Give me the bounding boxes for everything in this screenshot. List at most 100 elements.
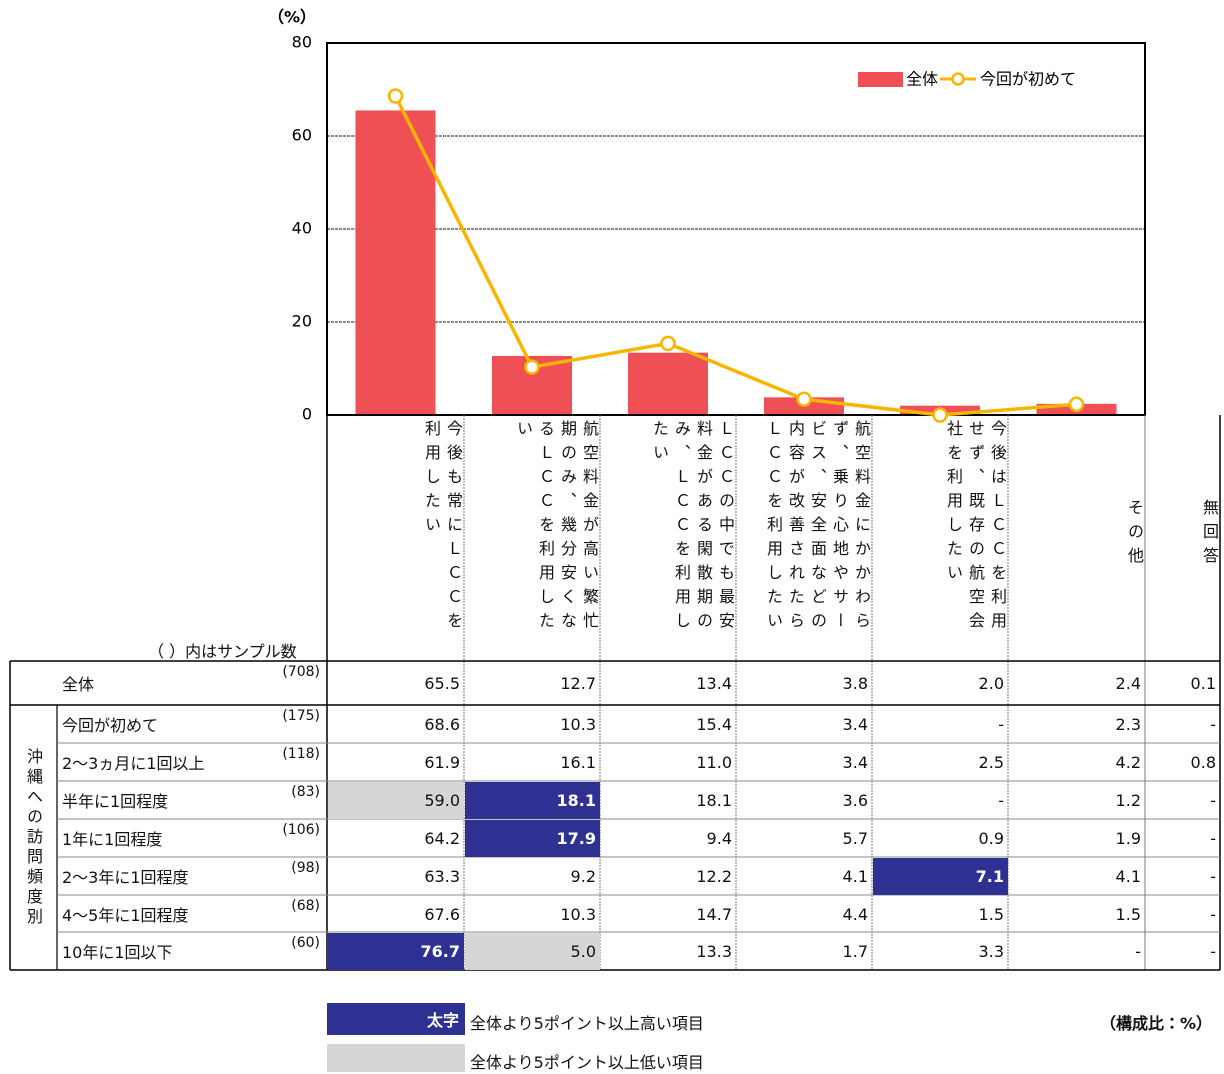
table-cell: 18.1 (465, 782, 600, 819)
legend-high-key: 太字 (327, 1003, 465, 1035)
x-tick-label-text: 今後も常にＬＣＣを利用したい (422, 420, 463, 636)
legend-label: 今回が初めて (980, 70, 1076, 89)
table-cell: 4.1 (842, 867, 868, 886)
bar (628, 352, 708, 415)
x-tick-label: 航空料金にかかわらず、乗り心地やサービス、安全面などの内容が改善されたらＬＣＣを… (736, 420, 872, 650)
legend-high-text: 全体より5ポイント以上高い項目 (470, 1014, 704, 1033)
table-cell: 11.0 (696, 753, 732, 772)
sample-count: (98) (291, 860, 320, 876)
x-tick-label: ＬＣＣの中でも最安料金がある閑散期のみ、ＬＣＣを利用したい (600, 420, 736, 650)
table-note: （ ）内はサンプル数 (148, 642, 297, 661)
table-cell: - (1210, 904, 1216, 924)
table-cell: 3.4 (842, 753, 868, 772)
table-cell: 76.7 (328, 933, 464, 970)
table-cell: - (1210, 715, 1216, 734)
row-label: 1年に1回程度 (62, 830, 163, 849)
table-cell: - (1210, 942, 1216, 961)
table-cell: 18.1 (696, 791, 732, 810)
sample-count: (60) (291, 935, 320, 951)
table-cell: 1.2 (1115, 791, 1141, 810)
y-unit: （%） (268, 8, 316, 27)
y-tick-label: 60 (292, 126, 312, 145)
y-tick-label: 0 (302, 405, 312, 424)
sample-count: (68) (291, 898, 320, 914)
table-cell: 13.3 (696, 942, 732, 961)
legend-low-key (327, 1044, 465, 1072)
line-point (660, 335, 676, 352)
table-cell: 9.2 (570, 867, 596, 886)
line (393, 95, 1077, 417)
table-cell: - (998, 715, 1004, 734)
sample-count: (83) (291, 784, 320, 800)
table-cell: 68.6 (424, 715, 460, 734)
table-cell: 61.9 (424, 753, 460, 772)
table-cell: 9.4 (706, 829, 732, 848)
table-cell: 64.2 (424, 829, 460, 848)
sample-count: (106) (282, 822, 320, 838)
table-cell: 1.7 (842, 942, 868, 961)
line-point (524, 359, 540, 375)
legend-label: 全体 (906, 70, 938, 89)
sample-count: (118) (282, 746, 320, 762)
sample-count: (175) (282, 708, 320, 724)
x-tick-label-text: ＬＣＣの中でも最安料金がある閑散期のみ、ＬＣＣを利用したい (650, 420, 735, 636)
table-cell: 2.3 (1115, 715, 1141, 734)
table-cell: 0.8 (1190, 753, 1216, 772)
table-cell: 13.4 (696, 674, 732, 693)
table-cell: 3.8 (842, 674, 868, 693)
group-label: 沖縄への訪問頻度別 (24, 747, 43, 928)
table-cell: - (1210, 867, 1216, 886)
table-cell: 2.4 (1115, 674, 1141, 693)
table-cell: - (1210, 829, 1216, 848)
row-label: 全体 (62, 675, 95, 694)
x-tick-label: 航空料金が高い繁忙期のみ、幾分安くなるＬＣＣを利用したい (464, 420, 600, 650)
table-cell: - (1210, 791, 1216, 810)
table-cell: 3.6 (842, 791, 868, 810)
table-cell: 5.7 (842, 829, 868, 848)
legend-low-text: 全体より5ポイント以上低い項目 (470, 1053, 704, 1072)
table-cell: 1.9 (1115, 829, 1141, 848)
bar (355, 110, 436, 416)
table-cell: 10.3 (560, 715, 596, 734)
unit-note: （構成比：%） (1099, 1014, 1212, 1033)
table-cell: 1.5 (978, 904, 1004, 924)
row-label: 半年に1回程度 (62, 792, 169, 811)
table-cell: 2.0 (978, 674, 1004, 693)
x-tick-label-text: 航空料金にかかわらず、乗り心地やサービス、安全面などの内容が改善されたらＬＣＣを… (764, 420, 871, 636)
y-tick-label: 20 (292, 312, 312, 331)
x-tick-label: その他 (1008, 420, 1145, 650)
table-cell: 67.6 (424, 904, 460, 924)
table-cell: 63.3 (424, 867, 460, 886)
table-cell: 4.1 (1115, 867, 1141, 886)
table-cell: 7.1 (873, 858, 1008, 895)
x-tick-label-text: 航空料金が高い繁忙期のみ、幾分安くなるＬＣＣを利用したい (514, 420, 599, 636)
table-cell: - (1135, 942, 1141, 961)
row-label: 今回が初めて (62, 716, 159, 735)
legend-point (951, 72, 965, 86)
table-cell: 0.1 (1190, 674, 1216, 693)
line-point (1068, 396, 1085, 413)
row-label: 2～3ヵ月に1回以上 (62, 754, 205, 773)
table-cell: 15.4 (696, 715, 732, 734)
table-cell: 3.4 (842, 715, 868, 734)
table-cell: 65.5 (424, 674, 460, 693)
y-tick-label: 80 (292, 33, 312, 52)
table-cell: 1.5 (1115, 904, 1141, 924)
line-point (932, 407, 948, 423)
column-header: 無回答 (1200, 499, 1219, 571)
x-tick-label-text: 今後はＬＣＣを利用せず、既存の航空会社を利用したい (944, 420, 1007, 636)
table-cell: 16.1 (560, 753, 596, 772)
table-cell: 4.2 (1115, 753, 1141, 772)
table-cell: 2.5 (978, 753, 1004, 772)
table-cell: 12.7 (560, 674, 596, 693)
table-cell: 10.3 (560, 904, 596, 924)
line-point (387, 88, 404, 104)
row-label: 2～3年に1回程度 (62, 868, 189, 887)
table-cell: - (998, 791, 1004, 810)
x-tick-label: 今後も常にＬＣＣを利用したい (327, 420, 464, 650)
x-tick-label: 今後はＬＣＣを利用せず、既存の航空会社を利用したい (872, 420, 1008, 650)
sample-count: (708) (282, 664, 320, 680)
table-cell: 12.2 (696, 867, 732, 886)
